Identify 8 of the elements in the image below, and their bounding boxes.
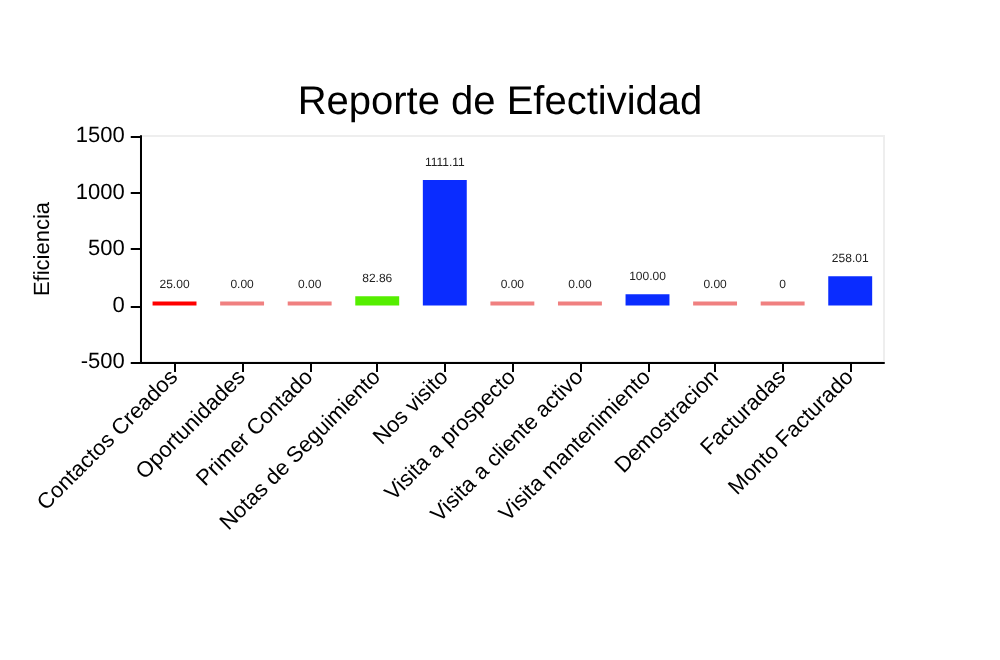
chart-title: Reporte de Efectividad <box>297 80 703 124</box>
y-tick-label: 500 <box>88 237 125 261</box>
y-tick-label: 1500 <box>75 124 125 148</box>
bar <box>422 179 467 306</box>
y-tick-label: 0 <box>112 293 125 318</box>
y-tick-label: 1000 <box>75 180 125 205</box>
y-axis-title: Eficiencia <box>31 200 55 297</box>
y-tick-label: -500 <box>80 350 125 374</box>
